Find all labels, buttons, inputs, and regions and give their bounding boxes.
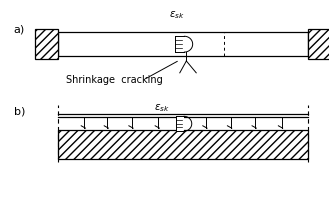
Bar [35,29,58,59]
Bar [58,130,308,159]
Bar [308,29,330,59]
Text: b): b) [14,106,25,116]
Text: $\varepsilon_{sk}$: $\varepsilon_{sk}$ [169,10,184,21]
Text: a): a) [14,24,25,34]
Bar [176,116,184,131]
Bar [175,36,184,52]
Text: Shrinkage  cracking: Shrinkage cracking [66,75,163,85]
Text: $\varepsilon_{sk}$: $\varepsilon_{sk}$ [154,102,170,114]
Bar [58,32,308,56]
